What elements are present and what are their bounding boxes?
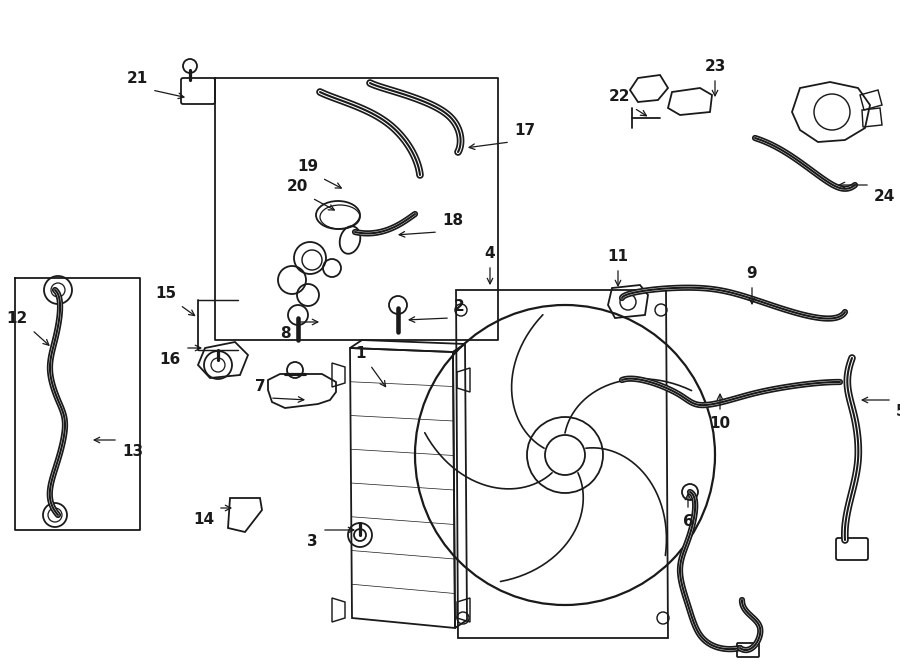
- Text: 1: 1: [356, 346, 366, 361]
- Text: 18: 18: [442, 213, 464, 228]
- Text: 14: 14: [193, 512, 214, 527]
- Text: 24: 24: [874, 189, 896, 204]
- Text: 10: 10: [709, 416, 731, 431]
- Text: 23: 23: [705, 59, 725, 74]
- Text: 19: 19: [297, 159, 318, 174]
- Text: 16: 16: [160, 352, 181, 367]
- Text: 2: 2: [454, 299, 464, 314]
- Text: 22: 22: [608, 89, 630, 104]
- Text: 4: 4: [485, 246, 495, 261]
- Text: 20: 20: [286, 179, 308, 194]
- Text: 3: 3: [308, 534, 318, 549]
- Text: 9: 9: [747, 266, 757, 281]
- Text: 15: 15: [155, 286, 176, 301]
- Text: 8: 8: [281, 326, 291, 341]
- Text: 11: 11: [608, 249, 628, 264]
- Text: 17: 17: [514, 123, 536, 138]
- Text: 13: 13: [122, 444, 143, 459]
- Text: 5: 5: [896, 404, 900, 419]
- Text: 7: 7: [256, 379, 266, 394]
- Text: 6: 6: [682, 514, 693, 529]
- Text: 21: 21: [127, 71, 148, 86]
- Text: 12: 12: [7, 311, 28, 326]
